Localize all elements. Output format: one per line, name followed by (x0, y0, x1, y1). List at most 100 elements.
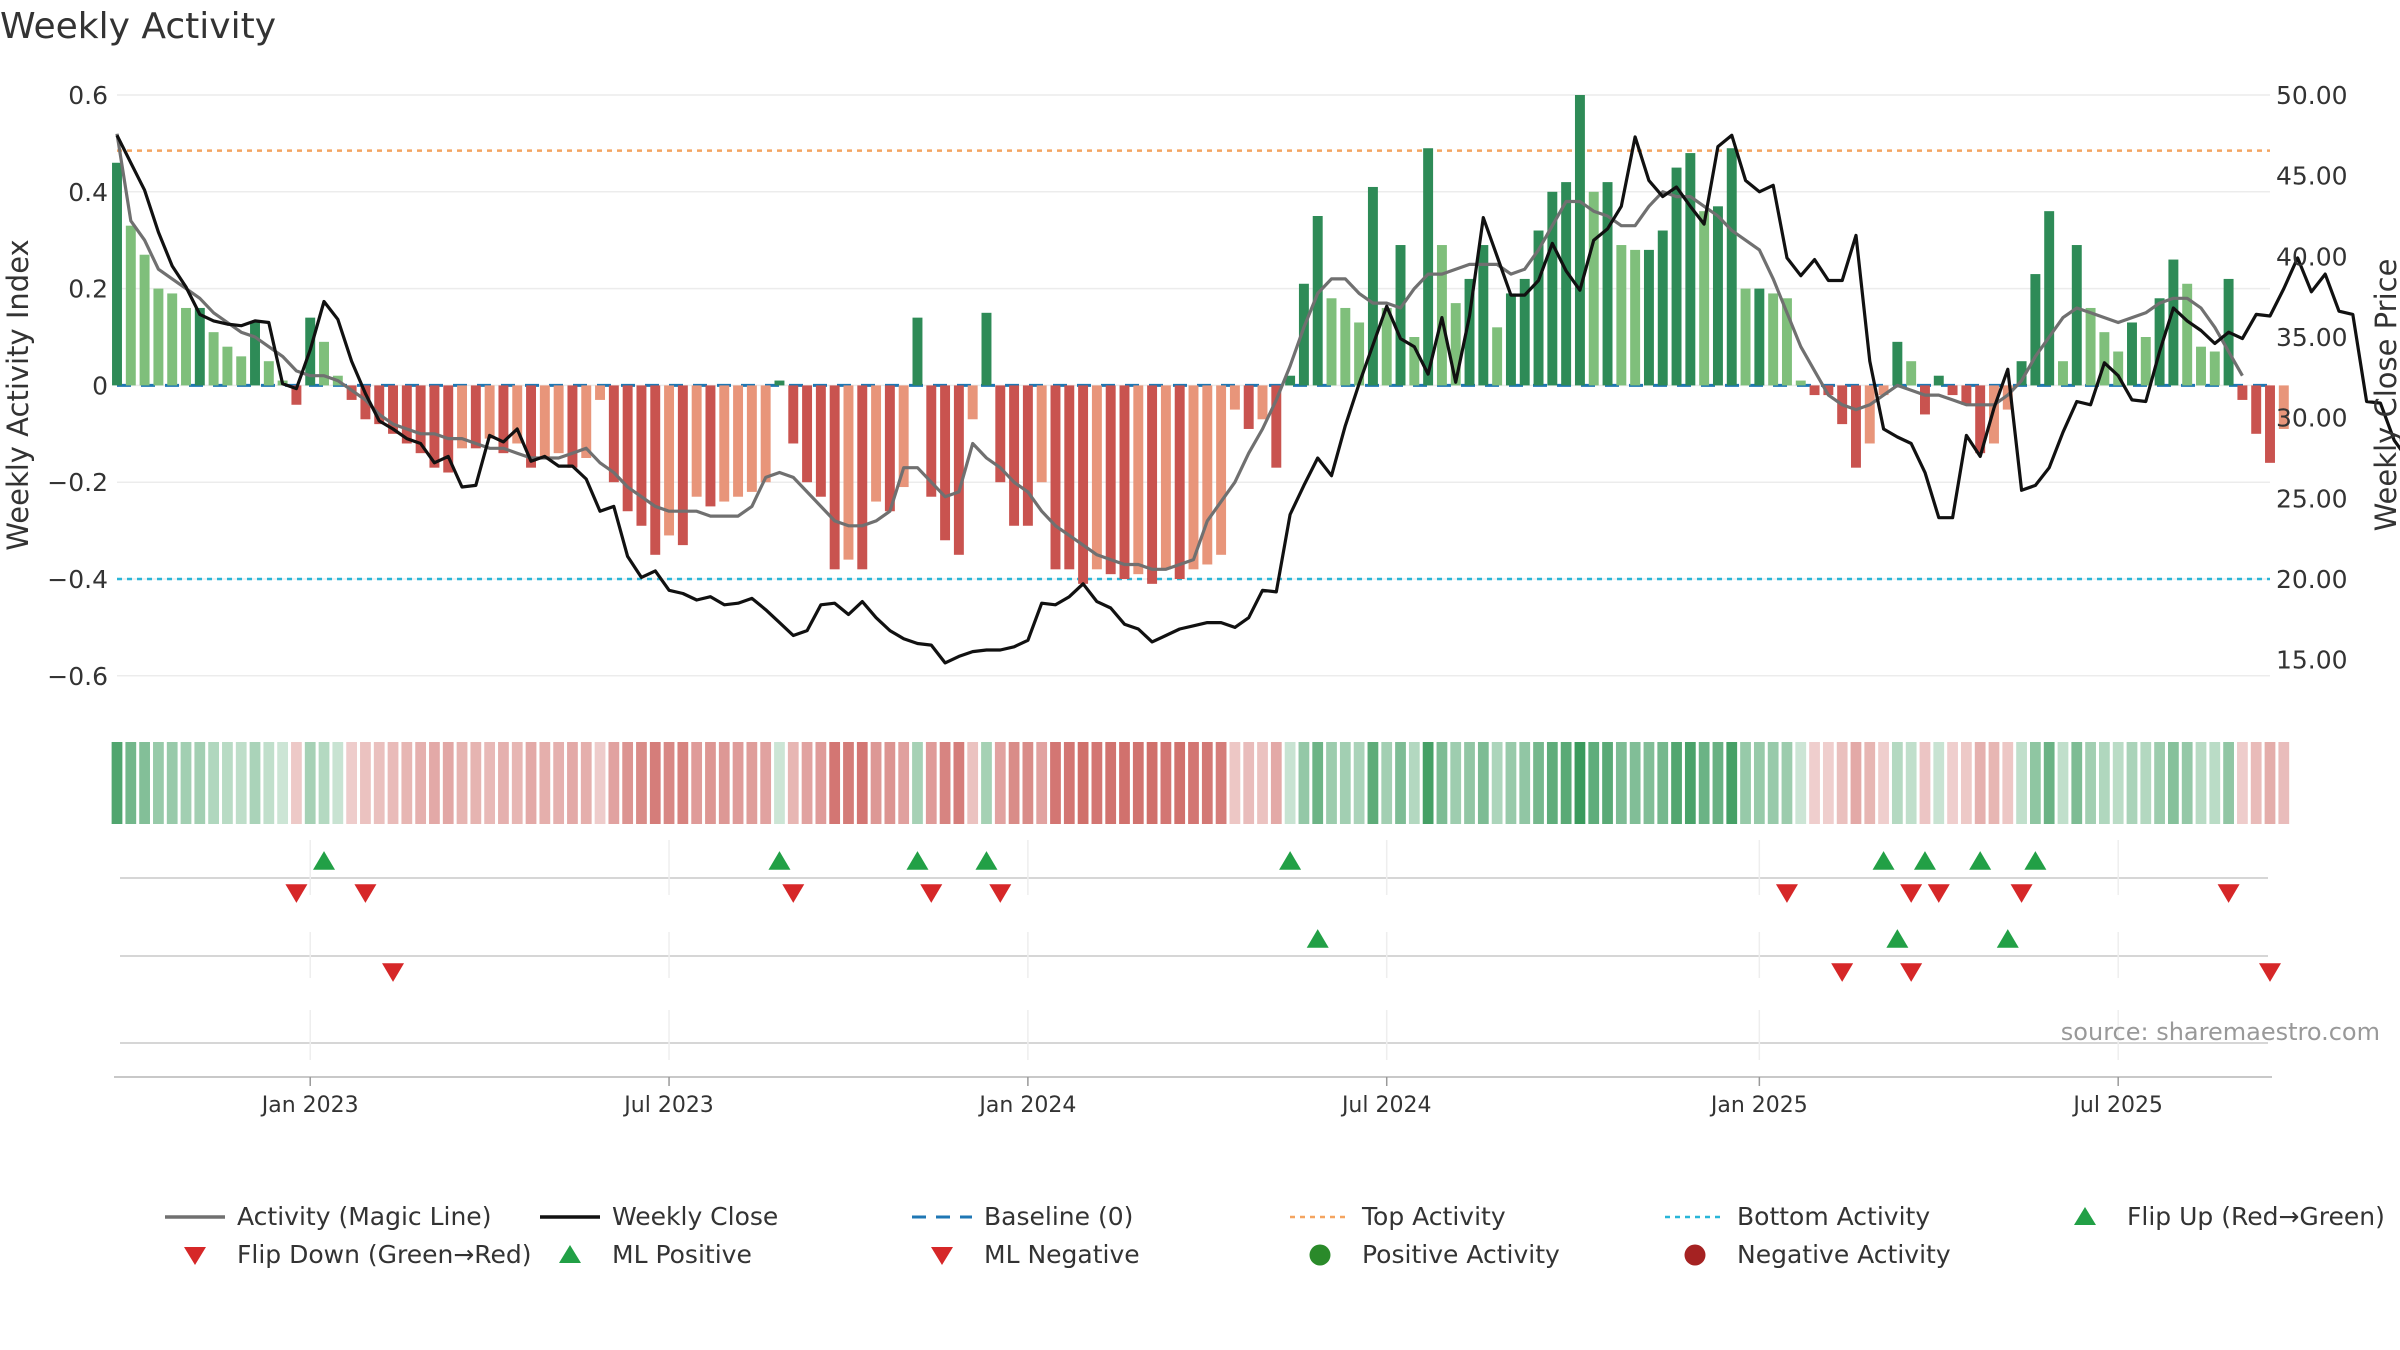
heat-strip-cell (2112, 742, 2124, 824)
heat-strip-cell (2181, 742, 2193, 824)
heat-strip-cell (2195, 742, 2207, 824)
heat-strip-cell (1050, 742, 1061, 824)
activity-bar (2085, 307, 2096, 386)
heat-strip-cell (125, 742, 137, 824)
heat-strip-cell (912, 742, 923, 824)
x-axis: Jan 2023 Jul 2023 Jan 2024 Jul 2024 Jan 2025… (114, 1076, 2272, 1118)
activity-bar (940, 385, 951, 541)
heat-strip-cell (691, 742, 703, 824)
activity-bar (1519, 278, 1530, 386)
heat-strip-cell (843, 742, 854, 824)
activity-bar (1768, 293, 1779, 386)
heat-strip-cell (1809, 742, 1820, 824)
activity-bar (2196, 346, 2206, 386)
activity-bar (760, 385, 771, 483)
legend-label: Flip Up (Red→Green) (2127, 1202, 2385, 1231)
heat-strip-cell (1119, 742, 1130, 824)
heat-strip-cell (925, 742, 937, 824)
ml-negative-marker (2259, 963, 2281, 982)
heat-strip-cell (1408, 742, 1420, 824)
heat-strip-cell (511, 742, 523, 824)
activity-bar (719, 385, 730, 502)
heat-strip-cell (484, 742, 496, 824)
heat-strip-cell (539, 742, 551, 824)
heat-strip-cell (373, 742, 385, 824)
activity-bar (802, 385, 813, 483)
activity-bar (1823, 385, 1834, 396)
activity-bar (512, 385, 523, 444)
flip-up-marker (906, 851, 929, 870)
heat-strip-cell (1298, 742, 1310, 824)
activity-bar (677, 385, 688, 546)
y-tick-label: 0.6 (68, 81, 108, 110)
y-axis-label: Weekly Activity Index (1, 239, 35, 550)
heat-strip-cell (1243, 742, 1255, 824)
activity-bar (1036, 385, 1047, 483)
weekly-close-series (115, 133, 2400, 665)
activity-bar (2154, 298, 2165, 386)
heat-strip-cell (1339, 742, 1351, 824)
heat-strip-cell (1533, 742, 1544, 824)
activity-bar (2099, 332, 2110, 386)
activity-bar (871, 385, 882, 502)
activity-bar (650, 385, 661, 555)
activity-bar (843, 385, 854, 560)
activity-bar (2016, 361, 2027, 386)
legend-item: Positive Activity (1309, 1240, 1560, 1269)
heat-strip-cell (2057, 742, 2069, 824)
heat-strip-cell (1491, 742, 1503, 824)
heat-strip-cell (1891, 742, 1903, 824)
activity-bar (1188, 385, 1199, 570)
activity-bar (1602, 182, 1613, 386)
heat-strip-cell (967, 742, 979, 824)
heat-strip-cell (1767, 742, 1779, 824)
heat-strip-cell (525, 742, 537, 824)
heat-strip-cell (360, 742, 371, 824)
activity-bar (2058, 361, 2068, 386)
heat-strip-cell (2168, 742, 2179, 824)
heat-strip-cell (898, 742, 910, 824)
legend-label: ML Negative (984, 1240, 1140, 1269)
activity-bar (2044, 211, 2055, 386)
flip-up-marker (1913, 851, 1936, 870)
heat-strip-cell (1546, 742, 1558, 824)
heat-strip-cell (1878, 742, 1889, 824)
heat-strip-cell (829, 742, 841, 824)
activity-bar (1147, 385, 1158, 584)
heat-strip-cell (1174, 742, 1186, 824)
heat-strip-cell (1077, 742, 1089, 824)
heat-strip-cell (277, 742, 288, 824)
activity-bar (1326, 298, 1337, 386)
heat-strip-cell (1505, 742, 1517, 824)
heat-strip-cell (1381, 742, 1393, 824)
heat-strip-cell (1629, 742, 1641, 824)
legend-swatch-dot (1684, 1244, 1706, 1266)
heat-strip-cell (1353, 742, 1365, 824)
activity-bar (967, 385, 978, 420)
activity-bar (1436, 245, 1447, 386)
flip-up-marker (768, 851, 791, 870)
activity-bar (1423, 148, 1434, 386)
y2-tick-label: 45.00 (2276, 162, 2348, 191)
ml-positive-marker (1886, 929, 1909, 948)
activity-bar (553, 385, 564, 454)
activity-bar (926, 385, 937, 497)
activity-bar (1630, 249, 1641, 386)
heat-strip-cell (1919, 742, 1931, 824)
activity-bar (608, 385, 619, 483)
heat-strip-cell (1726, 742, 1738, 824)
activity-bar (1285, 375, 1296, 386)
activity-bar (1588, 191, 1599, 386)
activity-bar (953, 385, 964, 555)
heat-strip-cell (2250, 742, 2262, 824)
activity-bar (112, 162, 122, 386)
heat-strip-cell (387, 742, 399, 824)
heat-strip-cell (2154, 742, 2165, 824)
heat-strip-cell (1284, 742, 1296, 824)
legend-label: Flip Down (Green→Red) (237, 1240, 532, 1269)
heat-strip-cell (1974, 742, 1986, 824)
activity-bar (884, 385, 895, 512)
y2-tick-label: 50.00 (2276, 81, 2348, 110)
